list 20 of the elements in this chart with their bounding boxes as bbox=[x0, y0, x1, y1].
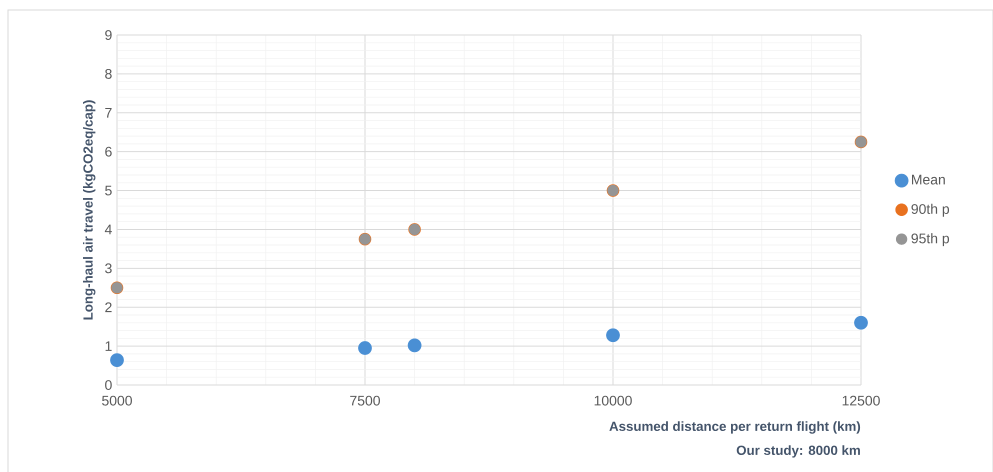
x-tick-label: 7500 bbox=[350, 396, 380, 406]
y-tick-label: 7 bbox=[105, 108, 112, 118]
x-tick-label: 5000 bbox=[102, 396, 132, 406]
x-tick-label: 12500 bbox=[842, 396, 880, 406]
y-tick-label: 8 bbox=[105, 68, 112, 79]
text: Our study: 8000 km bbox=[736, 445, 860, 458]
legend-label: 90th p bbox=[912, 204, 950, 217]
y-axis-title: Long-haul air travel (kgCO2eq/cap) bbox=[82, 100, 96, 320]
legend-label: 95th p bbox=[912, 233, 950, 246]
y-tick-label: 0 bbox=[105, 380, 112, 390]
x-axis-title: Assumed distance per return flight (km) bbox=[609, 421, 860, 434]
y-tick-label: 4 bbox=[104, 224, 112, 234]
x-tick-label: 10000 bbox=[594, 396, 632, 406]
y-tick-label: 6 bbox=[105, 146, 112, 157]
y-tick-label: 5 bbox=[105, 186, 112, 196]
legend-label: Mean bbox=[912, 174, 945, 185]
y-tick-label: 9 bbox=[105, 30, 112, 40]
y-tick-label: 2 bbox=[105, 302, 112, 312]
y-tick-label: 1 bbox=[106, 341, 112, 351]
y-tick-label: 3 bbox=[105, 263, 112, 274]
